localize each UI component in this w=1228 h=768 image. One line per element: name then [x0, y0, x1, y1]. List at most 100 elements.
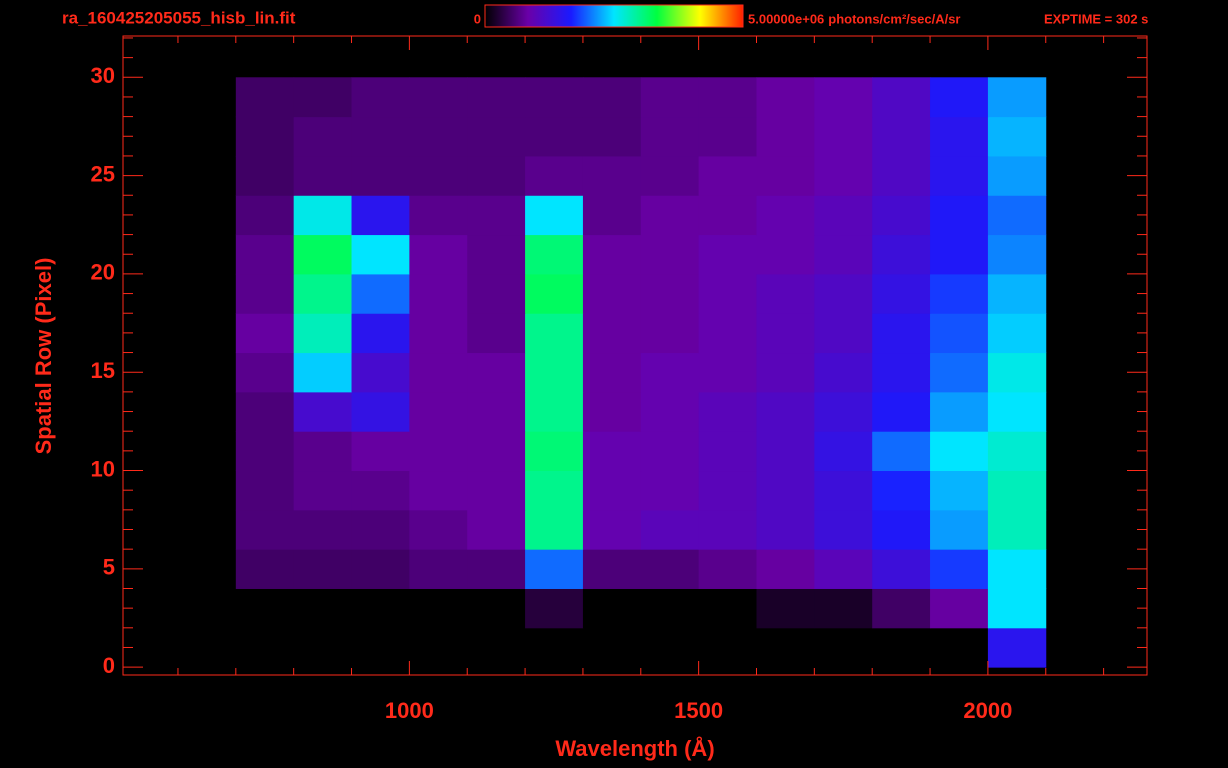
- heatmap-cell: [987, 352, 1047, 393]
- heatmap-cell: [235, 352, 295, 393]
- heatmap-cell: [351, 470, 410, 511]
- heatmap-cell: [525, 234, 584, 275]
- heatmap-cell: [756, 77, 815, 118]
- colorbar-label: photons/cm²/sec/A/sr: [828, 11, 960, 26]
- heatmap-cell: [582, 195, 642, 236]
- heatmap-cell: [467, 391, 526, 432]
- heatmap-cell: [987, 588, 1047, 629]
- heatmap-cell: [525, 509, 584, 550]
- y-tick-label: 25: [91, 161, 115, 186]
- heatmap-cell: [293, 195, 353, 236]
- x-tick-label: 1000: [385, 698, 434, 723]
- heatmap-cell: [756, 352, 815, 393]
- heatmap-cell: [756, 588, 815, 629]
- y-tick-label: 30: [91, 63, 115, 88]
- heatmap-cell: [756, 234, 815, 275]
- heatmap-cell: [872, 509, 931, 550]
- colorbar-tick-label: 5.00000e+06: [748, 11, 824, 26]
- heatmap-cell: [930, 391, 989, 432]
- heatmap-cell: [235, 470, 295, 511]
- heatmap-cell: [987, 273, 1047, 314]
- heatmap-cell: [467, 313, 526, 354]
- heatmap-cell: [409, 313, 468, 354]
- heatmap-cell: [814, 352, 873, 393]
- heatmap-cell: [235, 234, 295, 275]
- heatmap-cell: [582, 234, 642, 275]
- heatmap-cell: [235, 77, 295, 118]
- heatmap-cell: [467, 509, 526, 550]
- heatmap-cell: [930, 234, 989, 275]
- heatmap-cell: [814, 273, 873, 314]
- heatmap-cell: [872, 234, 931, 275]
- heatmap-cell: [987, 549, 1047, 589]
- heatmap-cell: [698, 273, 757, 314]
- heatmap-cell: [756, 509, 815, 550]
- heatmap-cell: [698, 627, 757, 668]
- heatmap-cell: [640, 509, 700, 550]
- heatmap-cell: [582, 549, 642, 589]
- heatmap-cell: [235, 391, 295, 432]
- heatmap-cell: [467, 273, 526, 314]
- heatmap-cell: [525, 77, 584, 118]
- heatmap-cell: [467, 588, 526, 629]
- heatmap-cell: [930, 313, 989, 354]
- colorbar: [484, 4, 744, 28]
- heatmap-cell: [814, 509, 873, 550]
- heatmap-cell: [756, 273, 815, 314]
- heatmap-cell: [756, 431, 815, 472]
- heatmap-cell: [930, 195, 989, 236]
- heatmap-cell: [409, 588, 468, 629]
- heatmap-cell: [293, 313, 353, 354]
- heatmap-cell: [351, 627, 410, 668]
- heatmap-cell: [525, 116, 584, 157]
- heatmap-cell: [409, 155, 468, 196]
- heatmap-cell: [872, 549, 931, 589]
- heatmap-cell: [409, 116, 468, 157]
- heatmap-cell: [930, 509, 989, 550]
- heatmap-cell: [756, 116, 815, 157]
- heatmap-cell: [872, 313, 931, 354]
- heatmap-cell: [409, 627, 468, 668]
- heatmap-cell: [409, 431, 468, 472]
- heatmap-cell: [293, 588, 353, 629]
- heatmap-cell: [987, 155, 1047, 196]
- heatmap-cell: [698, 195, 757, 236]
- heatmap-cell: [582, 313, 642, 354]
- heatmap-cell: [987, 234, 1047, 275]
- heatmap-cell: [409, 391, 468, 432]
- heatmap-cell: [930, 549, 989, 589]
- heatmap-cell: [351, 273, 410, 314]
- heatmap-cell: [930, 77, 989, 118]
- heatmap-cell: [582, 155, 642, 196]
- heatmap-cell: [872, 155, 931, 196]
- heatmap-cell: [409, 352, 468, 393]
- heatmap-cell: [409, 234, 468, 275]
- heatmap-cell: [293, 116, 353, 157]
- heatmap-cell: [351, 155, 410, 196]
- heatmap-cell: [814, 431, 873, 472]
- heatmap-cell: [525, 313, 584, 354]
- heatmap-cell: [351, 77, 410, 118]
- heatmap-cell: [872, 431, 931, 472]
- heatmap-cell: [351, 549, 410, 589]
- heatmap-cell: [756, 627, 815, 668]
- heatmap-cell: [409, 195, 468, 236]
- heatmap-cell: [351, 352, 410, 393]
- heatmap-cell: [467, 431, 526, 472]
- heatmap-cell: [582, 470, 642, 511]
- heatmap-cell: [640, 352, 700, 393]
- heatmap-cell: [467, 155, 526, 196]
- heatmap-cell: [467, 352, 526, 393]
- heatmap-cell: [525, 155, 584, 196]
- heatmap-cell: [640, 391, 700, 432]
- heatmap-cell: [235, 273, 295, 314]
- heatmap-cell: [756, 313, 815, 354]
- heatmap-cell: [640, 549, 700, 589]
- heatmap-cell: [814, 549, 873, 589]
- heatmap-cell: [525, 391, 584, 432]
- heatmap-cell: [698, 77, 757, 118]
- y-tick-label: 5: [103, 555, 115, 580]
- heatmap-cell: [756, 549, 815, 589]
- heatmap-cell: [525, 431, 584, 472]
